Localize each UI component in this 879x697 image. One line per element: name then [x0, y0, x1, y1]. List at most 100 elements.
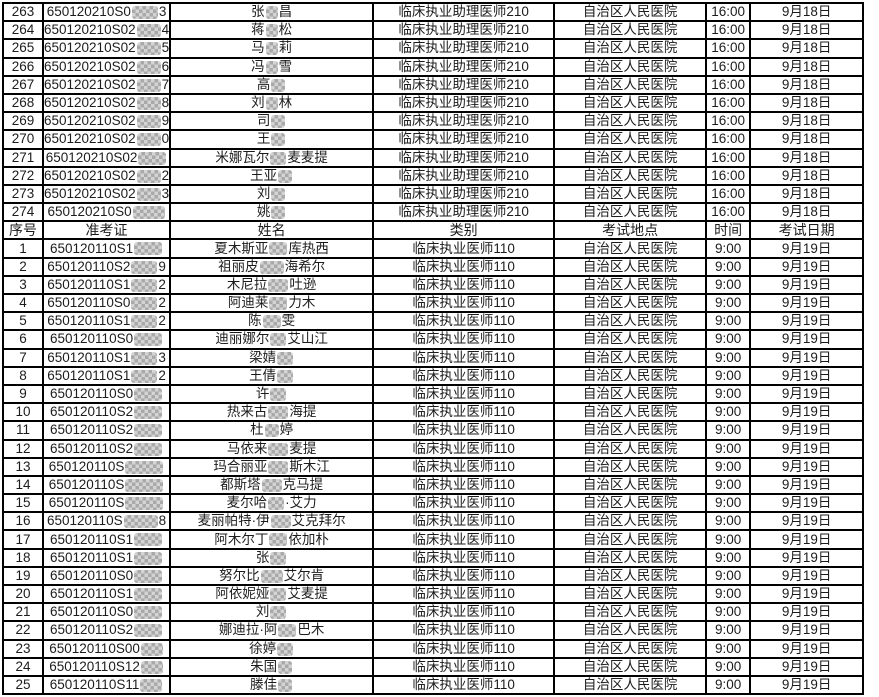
cell-category: 临床执业医师110	[372, 383, 556, 405]
table-row: 13 650120110S 玛合丽亚 斯木江 临床执业医师110 自治区人民医院 9:00 9…	[2, 456, 865, 477]
cell-category: 临床执业医师110	[372, 493, 556, 514]
cell-seq: 13	[2, 456, 44, 477]
table-row: 15 650120110S 麦尔哈 ·艾力 临床执业医师110 自治区人民医院 9:00 9月…	[2, 493, 865, 514]
cell-seq: 268	[2, 92, 44, 114]
table-row: 268 650120210S02 8 刘林临床执业助理医师210 自治区人民医院 16:0…	[2, 92, 865, 114]
cell-category: 临床执业助理医师210	[372, 147, 556, 168]
cell-ticket: 650120110S1 2	[41, 311, 172, 332]
cell-time: 16:00	[705, 38, 752, 59]
redaction-blur-icon	[134, 442, 163, 456]
cell-name: 都斯塔 克马提	[169, 474, 375, 496]
ticket-prefix: 650120110S2	[50, 622, 134, 638]
redaction-blur-icon	[136, 115, 161, 129]
cell-seq: 19	[2, 565, 44, 587]
cell-name: 祖丽皮 海希尔	[169, 256, 375, 277]
redaction-blur-icon	[140, 660, 163, 674]
cell-location: 自治区人民医院	[553, 147, 708, 168]
cell-date: 9月18日	[749, 165, 865, 186]
table-row: 4 650120110S0 2 阿迪莱 力木 临床执业医师110 自治区人民医院 9:00 9月…	[2, 292, 865, 314]
name-text: 斯木江	[289, 458, 330, 474]
name-text: 阿依妮娅	[215, 586, 270, 602]
redaction-blur-icon	[269, 242, 288, 256]
ticket-suffix: 0	[161, 131, 170, 147]
cell-seq: 5	[2, 311, 44, 332]
name-text: 滕佳	[250, 677, 278, 693]
cell-ticket: 650120210S02 2	[41, 165, 172, 186]
cell-location: 自治区人民医院	[553, 311, 708, 332]
cell-location: 自治区人民医院	[553, 474, 708, 496]
cell-time: 9:00	[705, 638, 752, 659]
cell-ticket: 650120110S 8	[41, 511, 172, 532]
redaction-blur-icon	[131, 315, 158, 329]
table-row: 9 650120110S0 许 临床执业医师110 自治区人民医院 9:00 9月19日	[2, 383, 865, 405]
cell-time: 9:00	[705, 347, 752, 368]
cell-name: 麦丽帕特·伊 艾克拜尔	[169, 511, 375, 532]
ticket-suffix: 2	[158, 313, 166, 329]
ticket-prefix: 650120110S1	[50, 586, 134, 602]
cell-ticket: 650120110S	[41, 456, 172, 477]
cell-location: 自治区人民医院	[553, 456, 708, 477]
cell-seq: 16	[2, 511, 44, 532]
cell-date: 9月18日	[749, 38, 865, 59]
cell-category: 临床执业医师110	[372, 274, 556, 296]
cell-category: 临床执业助理医师210	[372, 111, 556, 132]
cell-category: 临床执业医师110	[372, 311, 556, 332]
cell-name: 刘	[169, 183, 375, 205]
cell-name: 玛合丽亚 斯木江	[169, 456, 375, 477]
redaction-blur-icon	[131, 260, 158, 274]
redaction-blur-icon	[271, 78, 286, 92]
cell-location: 自治区人民医院	[553, 202, 708, 223]
redaction-blur-icon	[260, 569, 283, 583]
cell-ticket: 650120110S0	[41, 602, 172, 623]
redaction-blur-icon	[270, 588, 287, 602]
redaction-blur-icon	[136, 24, 161, 38]
cell-name: 朱国	[169, 656, 375, 677]
redaction-blur-icon	[269, 297, 288, 311]
cell-seq: 8	[2, 365, 44, 386]
redaction-blur-icon	[268, 497, 285, 511]
table-row: 264 650120210S02 4 蒋松临床执业助理医师210 自治区人民医院 16:0…	[2, 20, 865, 41]
cell-name: 努尔比 艾尔肯	[169, 565, 375, 587]
cell-time: 16:00	[705, 202, 752, 223]
ticket-prefix: 650120110S0	[47, 295, 131, 311]
redaction-blur-icon	[270, 387, 287, 401]
name-text: 热来古	[226, 404, 268, 420]
cell-seq: 273	[2, 183, 44, 205]
cell-time: 9:00	[705, 674, 752, 696]
ticket-suffix: 3	[161, 185, 170, 201]
cell-name: 冯雪	[169, 56, 375, 77]
cell-category: 临床执业助理医师210	[372, 202, 556, 223]
cell-category: 临床执业医师110	[372, 256, 556, 277]
cell-ticket: 650120210S02 5	[41, 38, 172, 59]
cell-name: 陈雯	[169, 311, 375, 332]
ticket-prefix: 650120110S00	[49, 640, 140, 656]
cell-name: 司	[169, 111, 375, 132]
table-row: 6 650120110S0 迪丽娜尔 艾山江 临床执业医师110 自治区人民医院 9:00 9…	[2, 329, 865, 350]
cell-time: 9:00	[705, 602, 752, 623]
cell-category: 临床执业助理医师210	[372, 165, 556, 186]
table-row: 7 650120110S1 3 梁婧 临床执业医师110 自治区人民医院 9:00 9月19日	[2, 347, 865, 368]
cell-ticket: 650120110S	[41, 493, 172, 514]
cell-category: 临床执业医师110	[372, 529, 556, 550]
cell-date: 9月19日	[749, 256, 865, 277]
cell-ticket: 650120110S11	[41, 674, 172, 696]
cell-time: 16:00	[705, 1, 752, 23]
header-date: 考试日期	[749, 220, 865, 241]
ticket-prefix: 650120110S	[48, 458, 125, 474]
cell-seq: 21	[2, 602, 44, 623]
cell-location: 自治区人民医院	[553, 183, 708, 205]
cell-location: 自治区人民医院	[553, 165, 708, 186]
cell-date: 9月18日	[749, 74, 865, 95]
redaction-blur-icon	[270, 515, 291, 529]
ticket-prefix: 650120210S02	[44, 76, 136, 92]
cell-time: 9:00	[705, 420, 752, 441]
ticket-prefix: 650120110S1	[47, 276, 131, 292]
cell-seq: 3	[2, 274, 44, 296]
redaction-blur-icon	[262, 315, 281, 329]
cell-seq: 264	[2, 20, 44, 41]
name-text: 夏木斯亚	[214, 240, 269, 256]
cell-ticket: 650120210S02 0	[41, 129, 172, 150]
ticket-prefix: 650120210S02	[44, 185, 136, 201]
cell-seq: 15	[2, 493, 44, 514]
cell-date: 9月19日	[749, 383, 865, 405]
